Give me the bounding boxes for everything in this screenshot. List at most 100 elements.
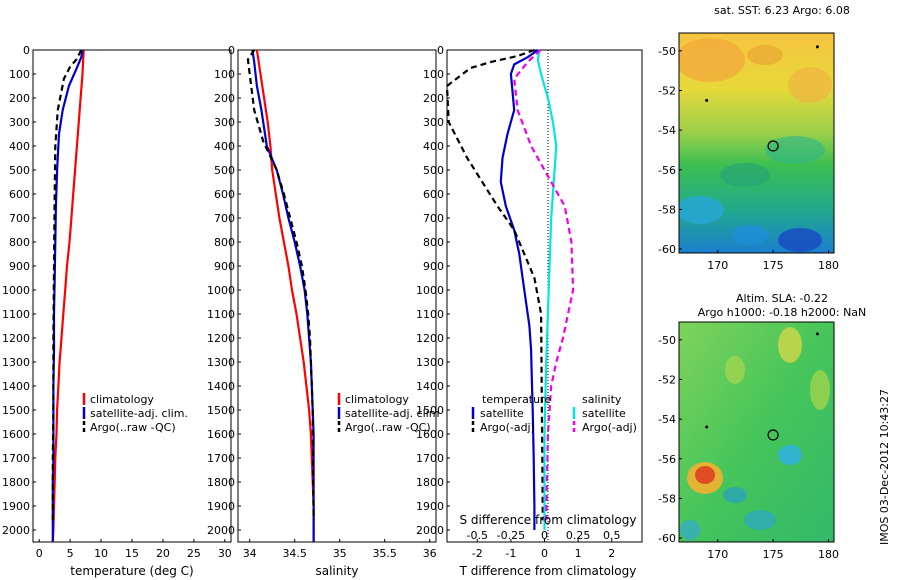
salinity-axes [237, 49, 437, 543]
difference-legend-s-satellite: satellite [582, 407, 626, 420]
salinity-ytick-label: 500 [214, 164, 235, 177]
sla-field-base [679, 322, 834, 542]
temperature-xtick-label: 15 [125, 547, 139, 560]
temperature-axes [32, 49, 232, 543]
salinity-series-climatology [255, 49, 315, 542]
temperature-panel: 0100200300400500600700800900100011001200… [2, 44, 232, 578]
sla-map-subtitle: Argo h1000: -0.18 h2000: NaN [698, 306, 867, 319]
difference-xtick-label: 0 [541, 547, 548, 560]
sst-map-ytick-label: -56 [658, 164, 676, 177]
sst-warm-patch [788, 67, 832, 103]
salinity-xtick-label: 35.5 [372, 547, 397, 560]
salinity-xlabel: salinity [315, 564, 358, 578]
salinity-series-satellite-adj-clim [251, 49, 315, 542]
sla-high-patch [725, 356, 745, 384]
sla-map-ytick-label: -56 [658, 453, 676, 466]
difference-ytick-label: 0 [437, 44, 444, 57]
temperature-xtick-label: 0 [36, 547, 43, 560]
difference-ytick-label: 500 [423, 164, 444, 177]
salinity-ytick-label: 1000 [207, 284, 235, 297]
temperature-ytick-label: 1700 [2, 452, 30, 465]
sla-map-float-position-marker [767, 429, 779, 441]
difference-x2tick-label: 0.5 [603, 529, 621, 542]
difference-ytick-label: 1900 [416, 500, 444, 513]
salinity-legend: climatology satellite-adj. clim Argo(..r… [337, 393, 439, 434]
salinity-ytick-label: 1100 [207, 308, 235, 321]
sst-cool-patch [679, 196, 724, 224]
sst-warm-patch [679, 38, 745, 82]
sst-map-field [679, 33, 834, 253]
temperature-xlabel: temperature (deg C) [70, 564, 193, 578]
sst-map-ticks: -50 -52 -54 -56 -58 -60 170 175 180 [658, 45, 839, 272]
sst-map-xtick-label: 170 [707, 259, 728, 272]
sst-map-title: sat. SST: 6.23 Argo: 6.08 [714, 4, 850, 17]
salinity-ytick-label: 1800 [207, 476, 235, 489]
temperature-ytick-label: 2000 [2, 524, 30, 537]
temperature-legend: climatology satellite-adj. clim. Argo(..… [82, 393, 188, 434]
difference-x2tick-label: 0.25 [566, 529, 591, 542]
difference-ytick-label: 1600 [416, 428, 444, 441]
difference-xlabel: T difference from climatology [459, 564, 637, 578]
sst-map-marker-dot [815, 45, 819, 49]
salinity-ytick-label: 0 [228, 44, 235, 57]
salinity-ytick-label: 200 [214, 92, 235, 105]
difference-series-salinity-argo-adj- [513, 49, 575, 521]
difference-ytick-label: 1400 [416, 380, 444, 393]
sla-map-ytick-label: -58 [658, 492, 676, 505]
salinity-xtick-label: 34 [243, 547, 257, 560]
sla-map-marker-dot [815, 332, 819, 336]
difference-ytick-label: 1300 [416, 356, 444, 369]
temperature-ytick-label: 300 [9, 116, 30, 129]
temperature-ytick-label: 1400 [2, 380, 30, 393]
sst-map-marker-dot [705, 98, 709, 102]
difference-series [445, 48, 575, 530]
sst-map-ytick-label: -58 [658, 203, 676, 216]
difference-ticks: 0100200300400500600700800900100011001200… [416, 44, 620, 560]
salinity-series [246, 49, 315, 542]
imos-timestamp: IMOS 03-Dec-2012 10:43:27 [878, 389, 891, 545]
difference-ytick-label: 300 [423, 116, 444, 129]
temperature-ytick-label: 900 [9, 260, 30, 273]
sla-low-patch [778, 445, 802, 465]
difference-xtick-label: -1 [505, 547, 516, 560]
temperature-series [51, 49, 85, 543]
difference-ytick-label: 1000 [416, 284, 444, 297]
sst-map-ytick-label: -54 [658, 124, 676, 137]
sst-map-axes [678, 32, 835, 254]
sst-cool-patch [765, 136, 825, 164]
sla-map-axes [678, 321, 835, 543]
difference-ytick-label: 1100 [416, 308, 444, 321]
temperature-ytick-label: 200 [9, 92, 30, 105]
temperature-ytick-label: 800 [9, 236, 30, 249]
salinity-ytick-label: 1900 [207, 500, 235, 513]
difference-series-salinity-satellite [536, 49, 558, 530]
temperature-legend-satellite: satellite-adj. clim. [90, 407, 188, 420]
temperature-series-climatology [51, 49, 85, 543]
sla-map-xtick-label: 180 [818, 548, 839, 561]
salinity-ytick-label: 2000 [207, 524, 235, 537]
difference-ytick-label: 800 [423, 236, 444, 249]
temperature-ytick-label: 1800 [2, 476, 30, 489]
sla-map-panel: Altim. SLA: -0.22 Argo h1000: -0.18 h200… [658, 292, 866, 561]
difference-series-temperature-argo-adj- [445, 48, 544, 521]
sla-map-xtick-label: 175 [763, 548, 784, 561]
temperature-ytick-label: 1000 [2, 284, 30, 297]
salinity-legend-climatology: climatology [345, 393, 409, 406]
difference-panel: 0100200300400500600700800900100011001200… [416, 44, 643, 578]
sst-cool-patch [720, 163, 770, 187]
sla-low-patch [723, 487, 747, 503]
sla-map-markers [705, 332, 819, 441]
sla-peak-patch [695, 466, 715, 484]
sla-map-ytick-label: -52 [658, 373, 676, 386]
sla-map-field [679, 322, 834, 542]
sla-map-marker-dot [705, 425, 709, 429]
salinity-ticks: 0 100 200 300 400 500 600 700 800 900 1000 1100 1200… [207, 44, 437, 560]
difference-ytick-label: 700 [423, 212, 444, 225]
temperature-xtick-label: 30 [218, 547, 232, 560]
temperature-ytick-label: 1300 [2, 356, 30, 369]
sst-map-ytick-label: -50 [658, 45, 676, 58]
temperature-ytick-label: 600 [9, 188, 30, 201]
difference-xtick-label: 2 [608, 547, 615, 560]
sst-cool-patch [732, 225, 768, 245]
